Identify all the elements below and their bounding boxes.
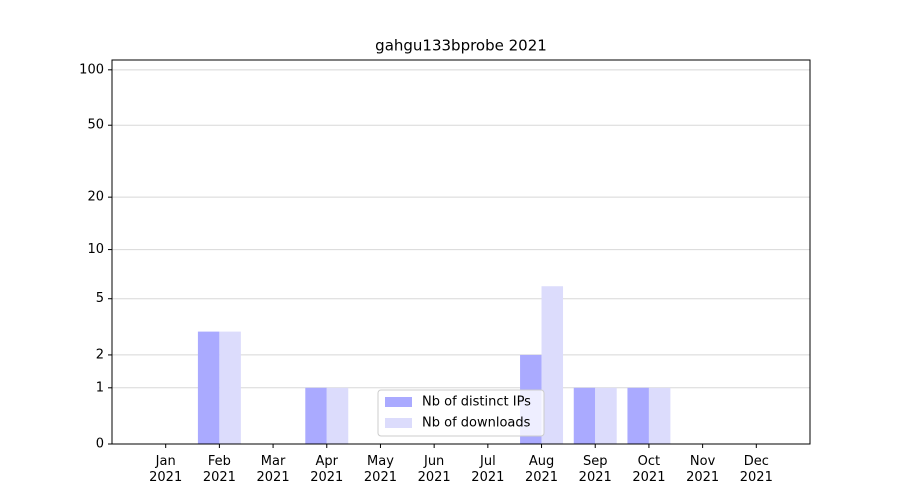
bar: [627, 387, 649, 444]
y-tick-label: 100: [79, 62, 104, 77]
x-tick-label-line: 2021: [632, 470, 665, 485]
y-tick-label: 0: [96, 437, 104, 452]
x-tick-label-line: Mar: [261, 454, 286, 469]
x-tick-label-line: Jun: [423, 454, 444, 469]
x-tick-label-line: 2021: [203, 470, 236, 485]
x-tick-label: May 2021: [364, 454, 397, 485]
x-tick-label: Nov 2021: [686, 454, 719, 485]
bar: [573, 387, 596, 444]
y-tick-label: 2: [96, 347, 104, 362]
y-tick-label: 20: [87, 190, 104, 205]
x-tick-label-line: Sep: [583, 454, 608, 469]
x-tick-label-line: 2021: [418, 470, 451, 485]
y-tick-label: 50: [87, 118, 104, 133]
x-tick-label-line: Aug: [529, 454, 554, 469]
x-tick-label: Sep 2021: [579, 454, 612, 485]
x-tick-label-line: 2021: [257, 470, 290, 485]
bar: [541, 286, 564, 444]
x-tick-label-line: 2021: [149, 470, 182, 485]
x-tick-label: Jan 2021: [149, 454, 182, 485]
bar: [648, 387, 671, 444]
x-tick-label-line: Apr: [316, 454, 339, 469]
x-tick-label: Feb 2021: [203, 454, 236, 485]
x-tick-label-line: Nov: [690, 454, 716, 469]
legend-label: Nb of downloads: [422, 416, 531, 431]
bar: [326, 387, 349, 444]
x-tick-label-line: Jul: [479, 454, 496, 469]
x-tick-label: Apr 2021: [310, 454, 343, 485]
x-tick-label-line: Feb: [208, 454, 231, 469]
x-tick-label-line: 2021: [364, 470, 397, 485]
x-tick-label: Jun 2021: [418, 454, 451, 485]
x-tick-label-line: 2021: [579, 470, 612, 485]
x-tick-label: Oct 2021: [632, 454, 665, 485]
x-tick-label: Aug 2021: [525, 454, 558, 485]
x-tick-label: Dec 2021: [740, 454, 773, 485]
x-tick-label-line: 2021: [525, 470, 558, 485]
bar: [305, 387, 327, 444]
x-tick-label: Mar 2021: [257, 454, 290, 485]
x-tick-label-line: 2021: [740, 470, 773, 485]
bar: [595, 387, 617, 444]
bar: [197, 331, 220, 444]
y-tick-label: 1: [96, 380, 104, 395]
plot-frame: [111, 59, 811, 445]
legend-swatch: [385, 418, 412, 428]
x-tick-label-line: 2021: [471, 470, 504, 485]
x-tick-label: Jul 2021: [471, 454, 504, 485]
x-tick-label-line: Jan: [155, 454, 176, 469]
x-tick-label-line: May: [367, 454, 394, 469]
chart-title: gahgu133bprobe 2021: [375, 37, 547, 55]
y-tick-label: 5: [96, 291, 104, 306]
y-tick-label: 10: [87, 242, 104, 257]
x-tick-label-line: Oct: [638, 454, 660, 469]
legend-box: [377, 389, 545, 437]
bar: [219, 331, 241, 444]
x-tick-label-line: 2021: [686, 470, 719, 485]
x-tick-label-line: 2021: [310, 470, 343, 485]
legend-swatch: [385, 397, 412, 407]
x-tick-label-line: Dec: [744, 454, 769, 469]
legend-label: Nb of distinct IPs: [422, 395, 531, 410]
